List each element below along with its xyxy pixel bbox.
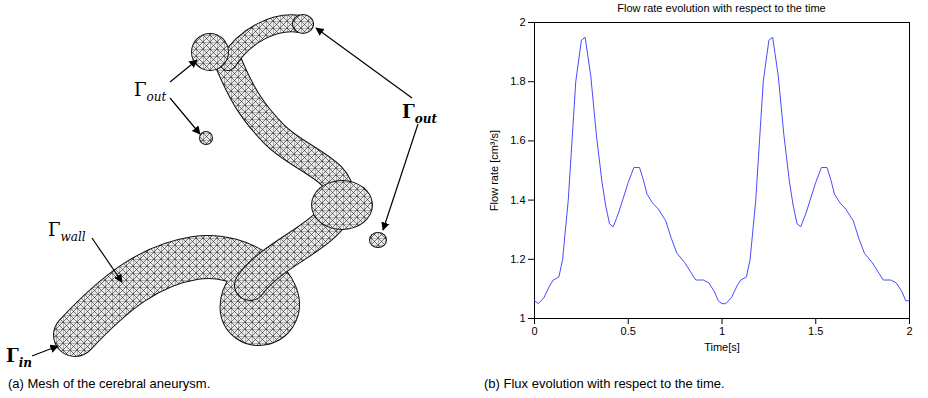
svg-text:0: 0: [531, 325, 537, 337]
svg-text:1.5: 1.5: [808, 325, 823, 337]
svg-text:Γwall: Γwall: [48, 219, 86, 244]
svg-text:1: 1: [719, 325, 725, 337]
svg-text:0.5: 0.5: [621, 325, 636, 337]
svg-text:1: 1: [519, 312, 525, 324]
svg-text:1.6: 1.6: [510, 134, 525, 146]
html-text:(b) Flux evolution with respec: (b) Flux evolution with respect to the t…: [484, 376, 725, 391]
svg-text:2: 2: [519, 16, 525, 28]
svg-text:Γin: Γin: [6, 345, 32, 370]
svg-text:2: 2: [906, 325, 912, 337]
svg-text:Γout: Γout: [134, 79, 166, 104]
svg-text:Γout: Γout: [402, 101, 438, 126]
html-text:(a) Mesh of the cerebral aneur: (a) Mesh of the cerebral aneurysm.: [8, 376, 211, 391]
svg-text:1.4: 1.4: [510, 194, 525, 206]
svg-text:Flow rate [cm³/s]: Flow rate [cm³/s]: [488, 130, 500, 211]
svg-text:1.8: 1.8: [510, 75, 525, 87]
html-text:Flow rate evolution with respe: Flow rate evolution with respect to the …: [617, 2, 826, 14]
svg-text:Time[s]: Time[s]: [704, 341, 740, 353]
svg-text:1.2: 1.2: [510, 253, 525, 265]
